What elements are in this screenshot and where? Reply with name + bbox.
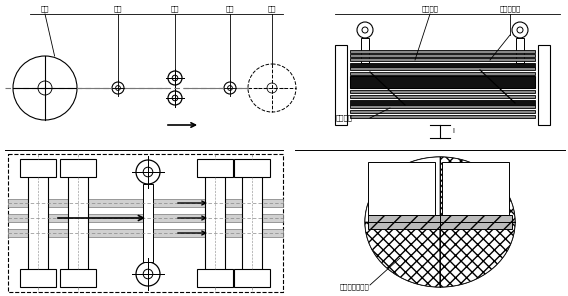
Bar [68,162,88,284]
Bar [8,229,283,237]
Bar [442,162,509,215]
Bar [20,159,56,177]
Text: 分切下刀: 分切下刀 [336,115,353,121]
Text: 卷取: 卷取 [268,5,276,12]
Bar [234,269,270,287]
Bar [516,38,524,63]
Text: 转向: 转向 [114,5,122,12]
Bar [60,269,96,287]
Bar [143,184,153,262]
Bar [350,90,535,93]
Bar [538,45,550,125]
Bar [60,159,96,177]
Bar [197,269,233,287]
Text: 分切后铝卷: 分切后铝卷 [499,5,521,12]
Bar [234,159,270,177]
Bar [350,115,535,118]
Polygon shape [440,157,515,222]
Bar [350,50,535,53]
Bar [350,63,535,68]
Text: 转向: 转向 [225,5,234,12]
Polygon shape [365,222,440,287]
Text: 开卷: 开卷 [41,5,49,12]
Bar [28,162,48,284]
Bar [350,95,535,98]
Text: l: l [452,128,454,134]
Bar [350,100,535,105]
Bar [368,215,512,229]
Bar [350,54,535,57]
Bar [350,76,535,88]
Bar [242,162,262,284]
Bar [368,162,435,215]
Bar [197,159,233,177]
Bar [350,110,535,113]
Bar [350,67,535,70]
Bar [205,162,225,284]
Bar [8,214,283,222]
Bar [8,199,283,207]
Text: 分切: 分切 [171,5,179,12]
Polygon shape [440,222,515,287]
Bar [20,269,56,287]
Bar [350,105,535,108]
Bar [350,72,535,75]
Bar [335,45,347,125]
Bar [350,58,535,61]
Text: 铝带边波及毛刺: 铝带边波及毛刺 [340,283,370,290]
Bar [361,38,369,63]
Text: 分切上刀: 分切上刀 [421,5,438,12]
Polygon shape [365,157,440,222]
Bar [8,154,283,292]
